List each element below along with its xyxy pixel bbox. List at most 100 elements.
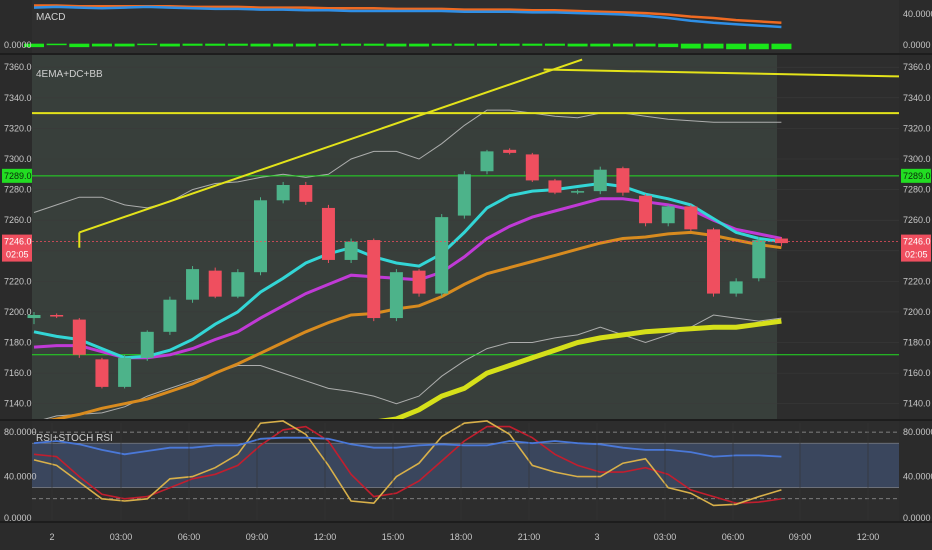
candle-body [412,270,426,294]
candle-body [752,240,766,279]
candle[interactable] [548,178,562,195]
price-tag-right: 7246.0 02:05 [901,234,931,262]
candle[interactable] [707,227,720,297]
candle[interactable] [457,171,471,219]
macd-histogram-bar [295,43,316,47]
time-tick-label: 03:00 [654,532,677,542]
candle-body [525,154,539,181]
candle[interactable] [729,278,743,297]
candle[interactable] [593,166,607,195]
candle[interactable] [299,181,313,205]
candle[interactable] [95,357,109,389]
candle[interactable] [435,214,449,297]
candle[interactable] [276,181,290,204]
candle-body [774,238,788,244]
macd-histogram-bar [205,43,226,46]
candle-body [389,272,403,319]
candle[interactable] [367,238,381,322]
price-tick-label: 7200.0 [903,307,931,317]
price-tick-label: 7260.0 [4,215,32,225]
macd-histogram-bar [114,43,135,47]
rising-trendline[interactable] [78,58,583,234]
rsi-tick-label: 0.0000 [903,513,931,523]
macd-histogram-bar [363,43,384,46]
time-tick-label: 15:00 [382,532,405,542]
candle[interactable] [321,204,335,263]
rsi-pane[interactable]: RSI+STOCH RSI 80.0000 80.0000 40.0000 40.00… [4,420,932,523]
candle-body [661,206,675,224]
macd-line [33,5,782,29]
candle-body [95,359,109,387]
time-tick-label: 03:00 [110,532,133,542]
candle[interactable] [140,330,154,361]
macd-left-tick: 0.0000 [4,40,32,50]
candle[interactable] [208,267,222,299]
time-axis[interactable]: 2 03:00 06:00 09:00 12:00 15:00 18:00 21:00 3 03:… [49,423,879,542]
time-tick-label: 3 [594,532,599,542]
candle[interactable] [616,166,630,196]
candle-body [140,331,154,358]
falling-trendline[interactable] [543,68,900,78]
candle-body [435,217,449,294]
macd-pane[interactable]: MACD 0.0000 40.0000 0.0000 [4,0,932,53]
candle-body [254,200,267,273]
price-tag-left-text: 7246.0 [4,237,32,247]
candle[interactable] [571,189,585,195]
candle[interactable] [684,204,698,231]
price-tick-label: 7320.0 [903,123,931,133]
macd-histogram-bar [771,43,792,50]
macd-histogram-bar [748,43,769,50]
price-tick-label: 7300.0 [903,154,931,164]
candle[interactable] [752,237,766,282]
candle[interactable] [186,266,200,303]
time-tick-label: 2 [49,532,54,542]
rsi-tick-label: 0.0000 [4,513,32,523]
price-tag-right-text: 7246.0 [903,237,931,247]
candle-body [593,169,607,192]
candle[interactable] [163,296,177,335]
candle-body [231,272,245,297]
macd-histogram-bar [454,43,475,46]
candle[interactable] [412,269,426,297]
price-tick-label: 7220.0 [903,276,931,286]
candle-body [163,299,177,332]
candle[interactable] [27,311,41,325]
candle[interactable] [50,313,64,319]
time-tick-label: 21:00 [518,532,541,542]
candle[interactable] [254,197,267,276]
price-tick-label: 7180.0 [903,338,931,348]
candle[interactable] [661,204,675,227]
candle[interactable] [389,269,403,322]
price-axis-right[interactable]: 7360.07340.07320.07300.07280.07260.07240… [903,62,931,408]
macd-histogram-bar [227,43,248,46]
candle[interactable] [231,269,245,299]
candle[interactable] [118,354,132,389]
macd-histogram-bar [567,43,588,47]
macd-histogram-bar [24,43,44,48]
stoch-d-line [33,425,782,505]
candle-body [571,191,585,193]
time-tick-label: 12:00 [314,532,337,542]
candle[interactable] [639,194,653,227]
candle[interactable] [503,148,517,155]
macd-histogram-bar [341,43,362,46]
rsi-band-fill [32,443,899,488]
macd-histogram-bar [318,43,339,46]
candlesticks[interactable] [27,148,788,389]
candle[interactable] [525,152,539,182]
candle-body [118,357,132,387]
candle-body [276,185,290,201]
macd-histogram-bar [477,43,497,46]
candle[interactable] [344,238,358,263]
candle[interactable] [72,318,86,358]
macd-histogram-bar [726,43,747,50]
stoch-k-line [33,420,782,507]
candle[interactable] [480,149,494,175]
bollinger-lower-band [33,314,782,423]
price-pane[interactable]: 4EMA+DC+BB 7360.0 7340.0 7320.0 7300.0 7280.… [2,55,931,453]
candle-body [639,195,653,224]
candle-body [684,206,698,230]
candle-body [367,240,381,319]
